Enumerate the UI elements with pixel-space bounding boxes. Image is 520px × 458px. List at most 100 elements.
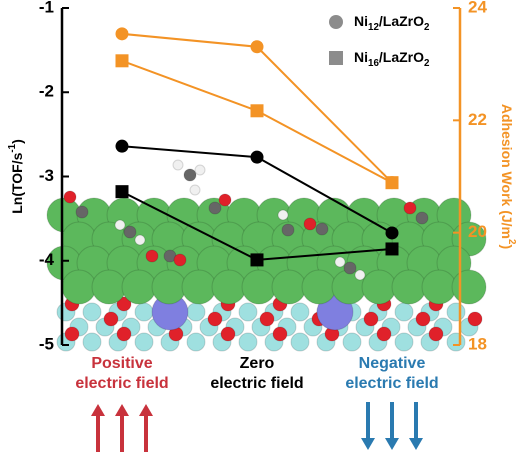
category-label: electric field [345,375,438,392]
atom [415,311,431,327]
atom [145,249,159,263]
atom [241,269,277,305]
atom [64,326,80,342]
atom [281,223,295,237]
legend-marker [329,51,343,65]
category-label: electric field [75,375,168,392]
y2-tick-label: 20 [468,222,487,241]
atom [290,302,310,322]
atom [103,311,119,327]
data-point [250,150,264,164]
atom [218,193,232,207]
atom [394,332,414,352]
atom [82,302,102,322]
y-axis-title: Ln(TOF/s-1) [7,139,25,214]
atom [238,302,258,322]
atom [342,332,362,352]
atom [91,269,127,305]
arrow-head [115,404,129,416]
atom [63,190,77,204]
atom [134,234,146,246]
atom [61,269,97,305]
atom [82,332,102,352]
category-label: Negative [359,355,426,372]
category-label: Zero [240,355,275,372]
data-point [250,40,264,54]
atom [421,269,457,305]
atom [75,205,89,219]
atom [220,326,236,342]
arrow-head [361,438,375,450]
atom [334,256,346,268]
atom [259,311,275,327]
y2-tick-label: 18 [468,334,487,353]
legend-label: Ni12/LaZrO2 [354,13,430,33]
legend-marker [329,15,343,29]
atom [403,201,417,215]
y-tick-label: -4 [39,250,55,269]
atom [183,168,197,182]
y-tick-label: -3 [39,166,54,185]
atom [301,269,337,305]
data-point [115,27,129,41]
arrow-head [409,438,423,450]
y2-axis-title: Adhesion Work (J/m2) [499,104,517,249]
plot: -5 -4 -3 -2 -1 18 20 22 24 Ln(TOF/s-1) Adhesion Wo… [7,0,517,452]
atom [186,302,206,322]
data-point [385,242,399,256]
series-line [121,59,393,184]
category-label: electric field [210,375,303,392]
data-point [115,185,129,199]
atom [116,326,132,342]
atom [121,269,157,305]
atom [394,302,414,322]
atom [467,311,483,327]
atom [173,253,187,267]
arrow-head [139,404,153,416]
atom [207,311,223,327]
y-tick-label: -1 [39,0,54,16]
data-point [115,139,129,153]
atom [451,269,487,305]
atom [354,269,366,281]
atom [343,261,357,275]
atom [361,269,397,305]
category-label: Positive [91,355,152,372]
atom [428,326,444,342]
atom [290,332,310,352]
atom [181,269,217,305]
data-point [385,226,399,240]
atom [189,184,201,196]
y2-tick-label: 24 [468,0,487,16]
atom [315,222,329,236]
legend-label: Ni16/LaZrO2 [354,49,430,69]
atom [116,296,132,312]
data-point [250,253,264,267]
atom [134,332,154,352]
atom [238,332,258,352]
data-point [250,104,264,118]
atom [211,269,247,305]
atom [415,211,429,225]
atom [446,302,466,322]
data-point [115,54,129,68]
atom [271,269,307,305]
atom [123,225,137,239]
atom [151,269,187,305]
atom [391,269,427,305]
surface-illustration [46,159,487,352]
atom [172,159,184,171]
atom [194,164,206,176]
atom [303,217,317,231]
atom [114,219,126,231]
atom [376,326,392,342]
y-tick-label: -5 [39,334,54,353]
atom [134,302,154,322]
data-point [385,176,399,190]
y-tick-label: -2 [39,82,54,101]
arrow-head [385,438,399,450]
atom [186,332,206,352]
arrow-head [91,404,105,416]
atom [363,311,379,327]
